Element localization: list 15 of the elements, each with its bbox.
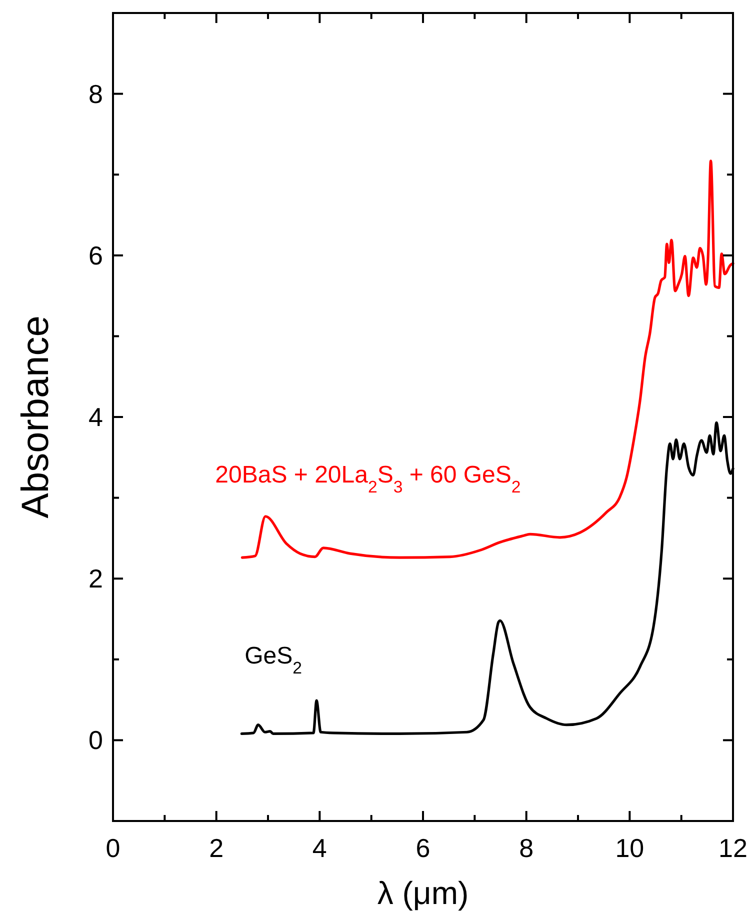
y-tick-label: 8 xyxy=(88,78,103,109)
series-label: 20BaS + 20La$_{2}$S$_{3}$ + 60 GeS$_{2}$ xyxy=(215,462,521,496)
y-tick-label: 6 xyxy=(88,240,103,270)
x-tick-label: 6 xyxy=(416,833,430,863)
y-tick-label: 0 xyxy=(88,725,103,756)
x-axis-title: λ (μm) xyxy=(377,875,469,911)
series-label: GeS$_{2}$ xyxy=(244,642,302,678)
x-tick-label: 2 xyxy=(209,833,224,863)
y-axis-title: Absorbance xyxy=(15,316,57,518)
x-tick-label: 10 xyxy=(615,833,644,863)
y-tick-label: 2 xyxy=(88,564,103,594)
x-tick-label: 12 xyxy=(718,833,748,863)
x-tick-label: 8 xyxy=(519,833,534,863)
x-tick-label: 4 xyxy=(312,833,327,863)
y-tick-label: 4 xyxy=(88,402,103,432)
